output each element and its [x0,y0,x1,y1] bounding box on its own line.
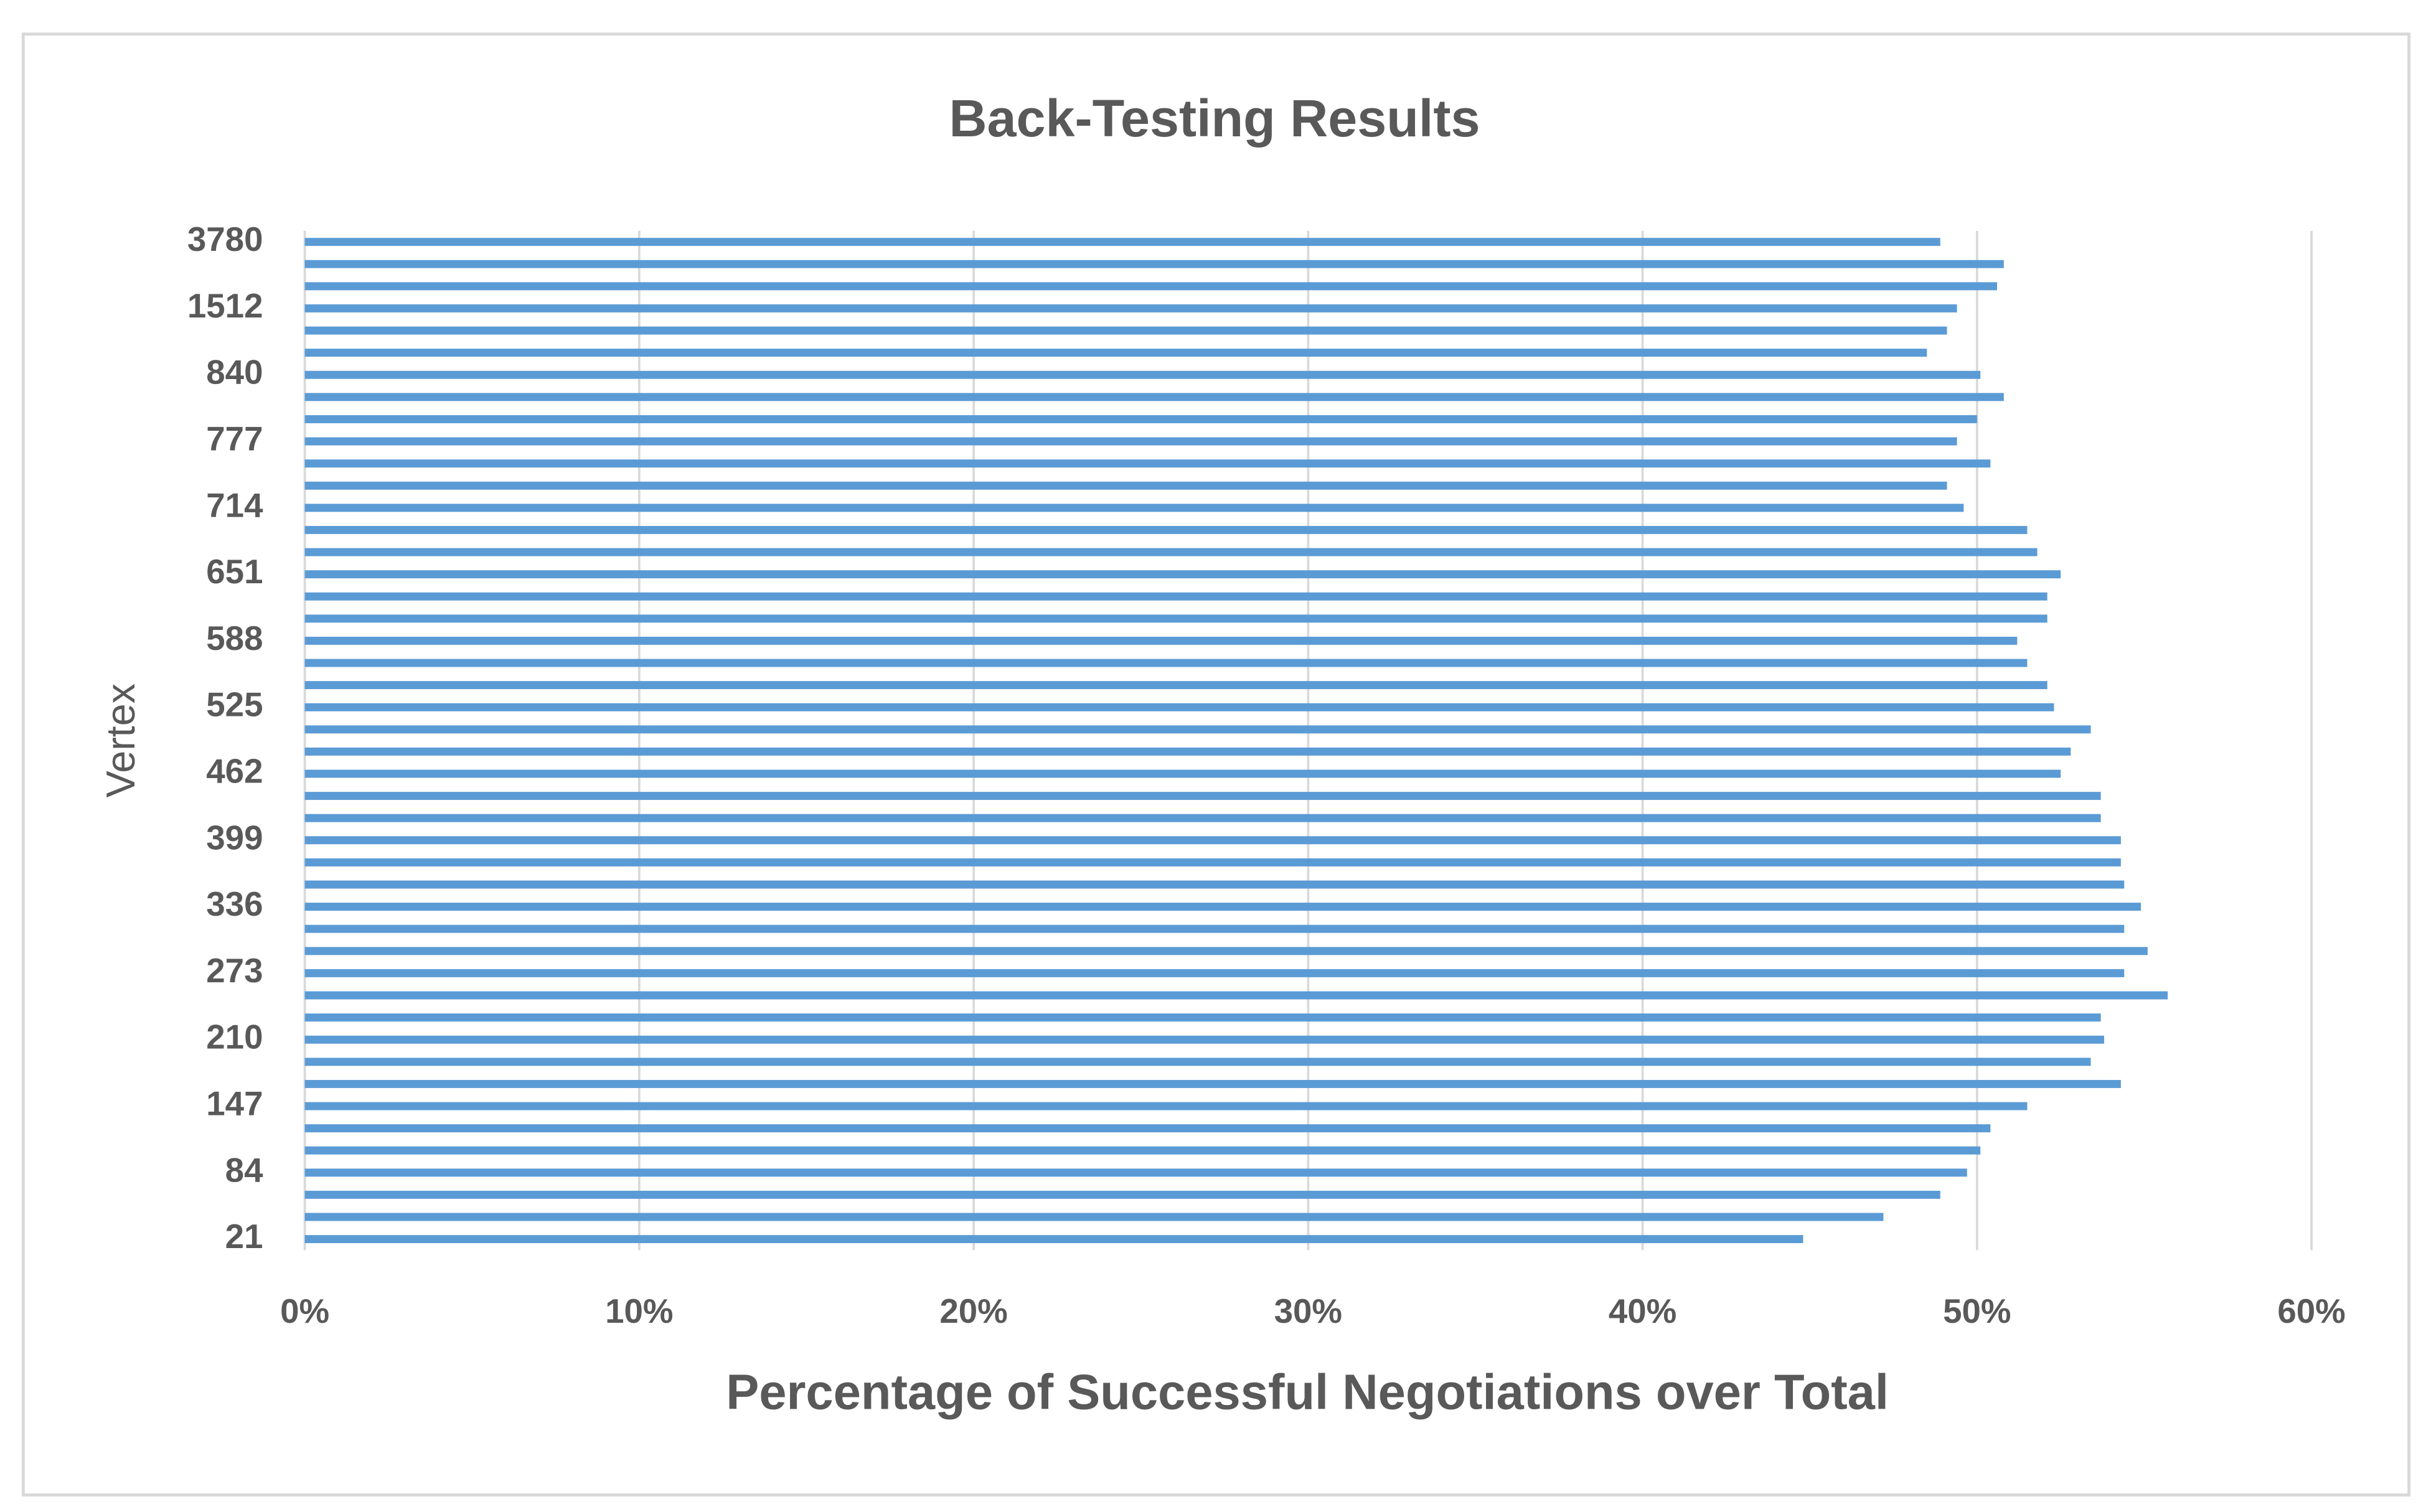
bar [304,814,2101,822]
x-tick-label: 40% [1609,1292,1676,1330]
x-axis-title: Percentage of Successful Negotiations ov… [726,1364,1889,1419]
y-tick-label: 714 [206,486,263,524]
y-tick-label: 84 [225,1150,263,1189]
bar [304,836,2121,845]
y-tick-label: 1512 [187,286,263,325]
x-tick-label: 0% [280,1292,329,1330]
bar [304,548,2038,556]
bar [304,1013,2101,1022]
x-tick-label: 30% [1274,1292,1342,1330]
bar [304,349,1927,357]
y-tick-label: 147 [206,1084,263,1122]
bar [304,880,2125,889]
bar [304,1190,1940,1199]
y-tick-label: 777 [206,419,263,458]
bar [304,393,2004,401]
bar [304,1035,2104,1044]
bar [304,238,1940,247]
y-tick-label: 336 [206,885,263,923]
y-tick-label: 210 [206,1018,263,1056]
bar [304,636,2018,645]
bar [304,858,2121,866]
y-tick-label: 3780 [187,220,263,258]
chart-title: Back-Testing Results [949,88,1480,148]
bar [304,769,2061,778]
bar [304,924,2125,933]
bar [304,504,1964,512]
y-axis-title: Vertex [98,683,143,797]
y-tick-label: 21 [225,1217,263,1256]
bar [304,681,2048,690]
bar [304,614,2048,623]
bar [304,969,2125,977]
bar [304,747,2071,756]
bar [304,903,2142,911]
x-tick-label: 60% [2277,1292,2345,1330]
bar [304,370,1981,379]
bar [304,792,2101,801]
bar [304,725,2091,734]
bar [304,326,1947,335]
bar [304,437,1957,446]
bar [304,481,1947,490]
y-tick-label: 462 [206,751,263,790]
bar [304,1146,1981,1155]
y-tick-label: 651 [206,552,263,591]
bar [304,570,2061,579]
bar [304,415,1977,423]
bar [304,1124,1991,1133]
chart-border [21,32,2411,1497]
bar [304,525,2028,534]
bar [304,282,1998,291]
x-tick-label: 20% [939,1292,1007,1330]
bar [304,1102,2028,1111]
y-tick-label: 840 [206,353,263,392]
bar [304,1058,2091,1066]
y-tick-label: 273 [206,951,263,990]
y-tick-label: 588 [206,619,263,657]
bar [304,1079,2121,1088]
bar [304,659,2028,667]
bar [304,459,1991,468]
x-tick-label: 50% [1943,1292,2011,1330]
bar [304,703,2054,711]
y-tick-label: 399 [206,818,263,857]
bar [304,260,2004,268]
bar [304,947,2148,956]
bar [304,1213,1884,1221]
bar [304,304,1957,312]
bar [304,1235,1803,1244]
y-tick-label: 525 [206,685,263,724]
x-tick-label: 10% [605,1292,673,1330]
bar [304,592,2048,601]
bar [304,1168,1967,1177]
bar [304,991,2168,1000]
